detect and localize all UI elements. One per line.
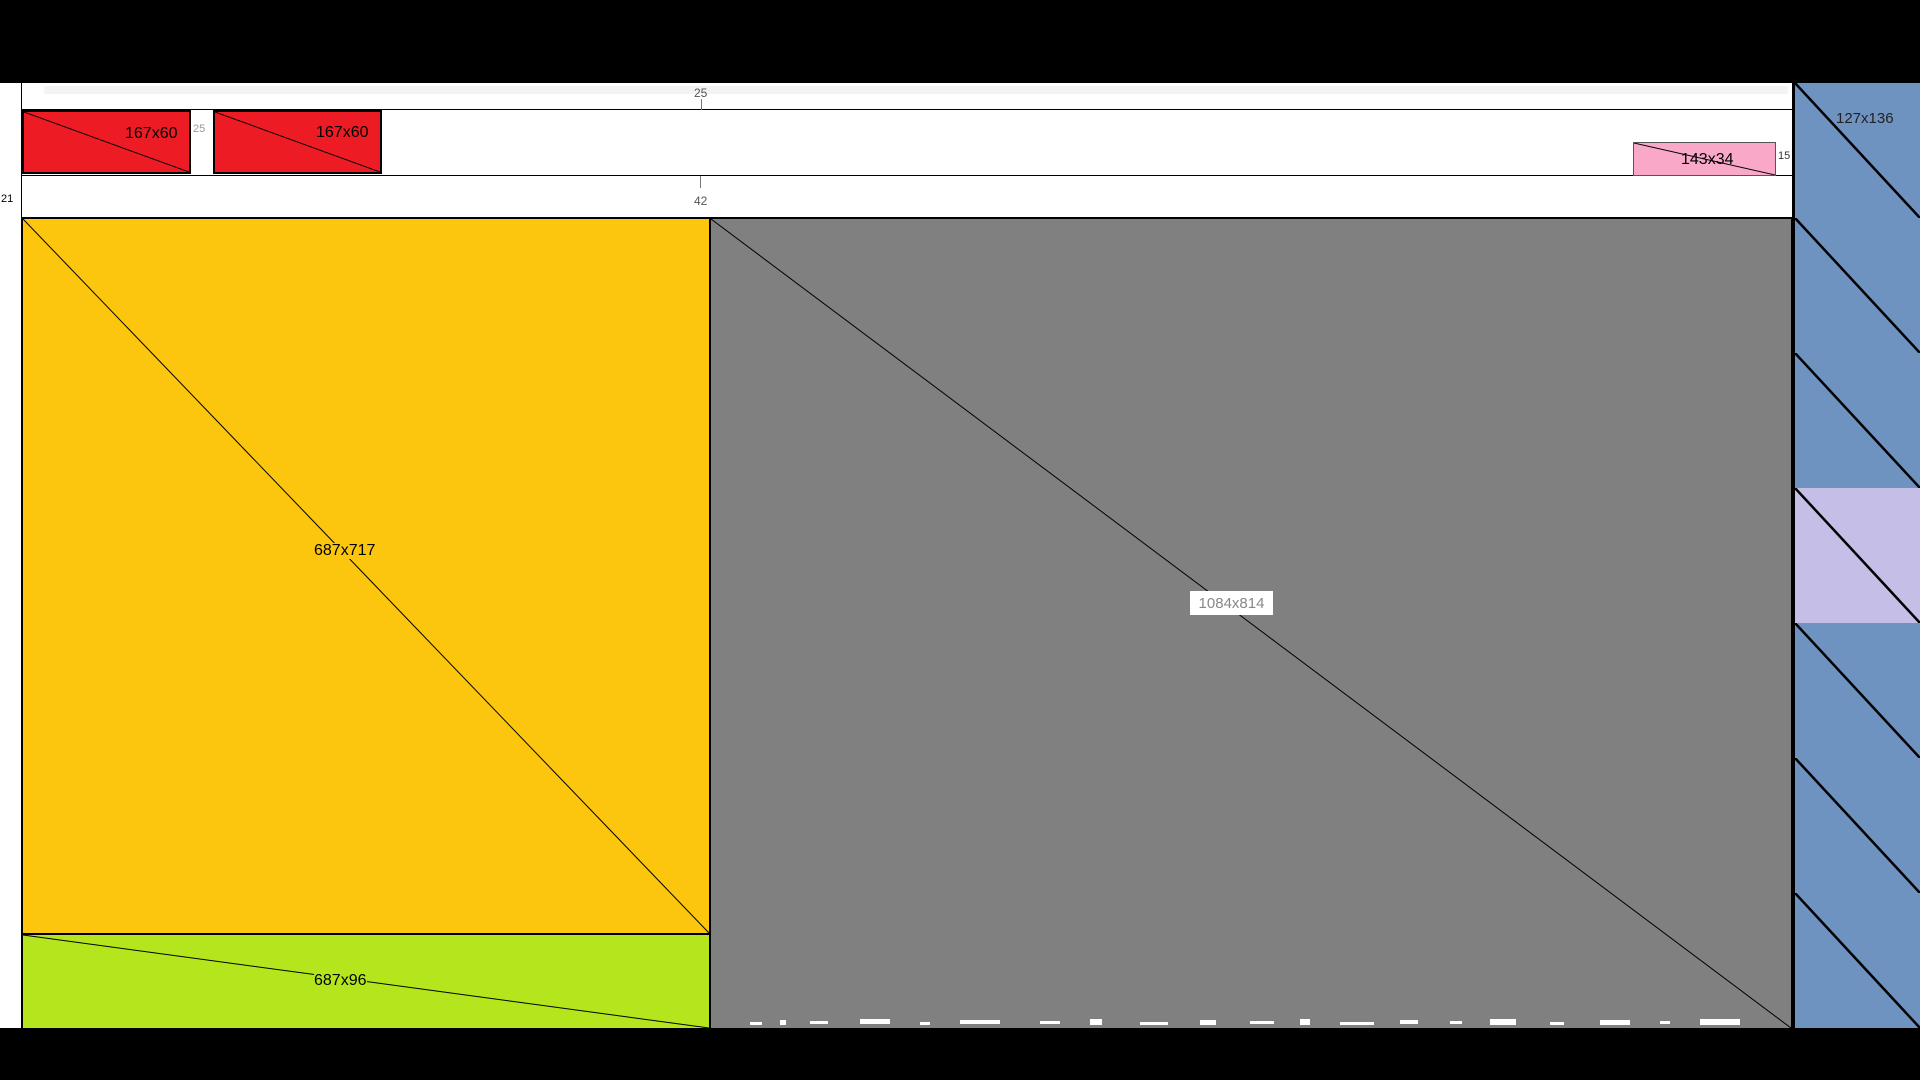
right-column-tile[interactable] bbox=[1795, 893, 1920, 1030]
pink-block-diagonal bbox=[1634, 143, 1775, 175]
right-column-tile[interactable] bbox=[1795, 353, 1920, 490]
left-value: 21 bbox=[1, 193, 14, 205]
gap-dimension-value: 25 bbox=[193, 123, 206, 135]
tile-diagonal bbox=[1795, 623, 1920, 758]
spacer-band bbox=[22, 176, 1792, 218]
red-block-2[interactable]: 167x60 bbox=[213, 110, 382, 174]
bottom-letterbox bbox=[0, 1028, 1920, 1080]
tile-diagonal bbox=[1795, 218, 1920, 353]
spacer-value: 42 bbox=[694, 194, 708, 208]
green-block-label: 687x96 bbox=[314, 972, 367, 989]
red-block-2-diagonal bbox=[215, 112, 380, 172]
right-column-tile[interactable] bbox=[1795, 83, 1920, 220]
gap-dimension: 25 bbox=[193, 124, 205, 135]
ruler-shading bbox=[44, 86, 834, 94]
spacer-tick bbox=[700, 176, 701, 188]
right-gap-value: 15 bbox=[1778, 150, 1791, 162]
left-gutter-line bbox=[21, 83, 22, 1028]
right-gap-dimension: 15 bbox=[1778, 150, 1791, 162]
yellow-block-diagonal bbox=[23, 219, 709, 933]
gray-block[interactable] bbox=[710, 218, 1792, 1028]
ruler-shading-right bbox=[834, 86, 1788, 94]
right-column-tile[interactable] bbox=[1795, 758, 1920, 895]
gray-block-diagonal bbox=[711, 219, 1791, 1028]
tile-diagonal bbox=[1795, 488, 1920, 623]
right-column-tile[interactable] bbox=[1795, 488, 1920, 625]
right-column-top-label: 127x136 bbox=[1836, 110, 1894, 127]
top-letterbox bbox=[0, 0, 1920, 83]
tile-diagonal bbox=[1795, 893, 1920, 1028]
left-gutter bbox=[0, 83, 22, 1028]
pink-block[interactable]: 143x34 bbox=[1633, 142, 1776, 176]
ruler-top-value: 25 bbox=[694, 86, 708, 100]
red-block-2-label: 167x60 bbox=[316, 124, 369, 141]
yellow-block-label: 687x717 bbox=[314, 542, 376, 559]
pink-block-label: 143x34 bbox=[1681, 151, 1734, 168]
yellow-block[interactable]: 687x717 bbox=[22, 218, 710, 934]
red-block-1-diagonal bbox=[24, 112, 189, 172]
right-column-tile[interactable] bbox=[1795, 623, 1920, 760]
tile-diagonal bbox=[1795, 83, 1920, 218]
bottom-noise bbox=[750, 1019, 1740, 1025]
right-column-tile[interactable] bbox=[1795, 218, 1920, 355]
ruler-tick bbox=[701, 99, 702, 110]
tile-diagonal bbox=[1795, 353, 1920, 488]
tile-diagonal bbox=[1795, 758, 1920, 893]
red-block-1-label: 167x60 bbox=[125, 125, 178, 142]
red-block-1[interactable]: 167x60 bbox=[22, 110, 191, 174]
gray-block-label: 1084x814 bbox=[1190, 591, 1273, 615]
green-block[interactable]: 687x96 bbox=[22, 934, 710, 1028]
